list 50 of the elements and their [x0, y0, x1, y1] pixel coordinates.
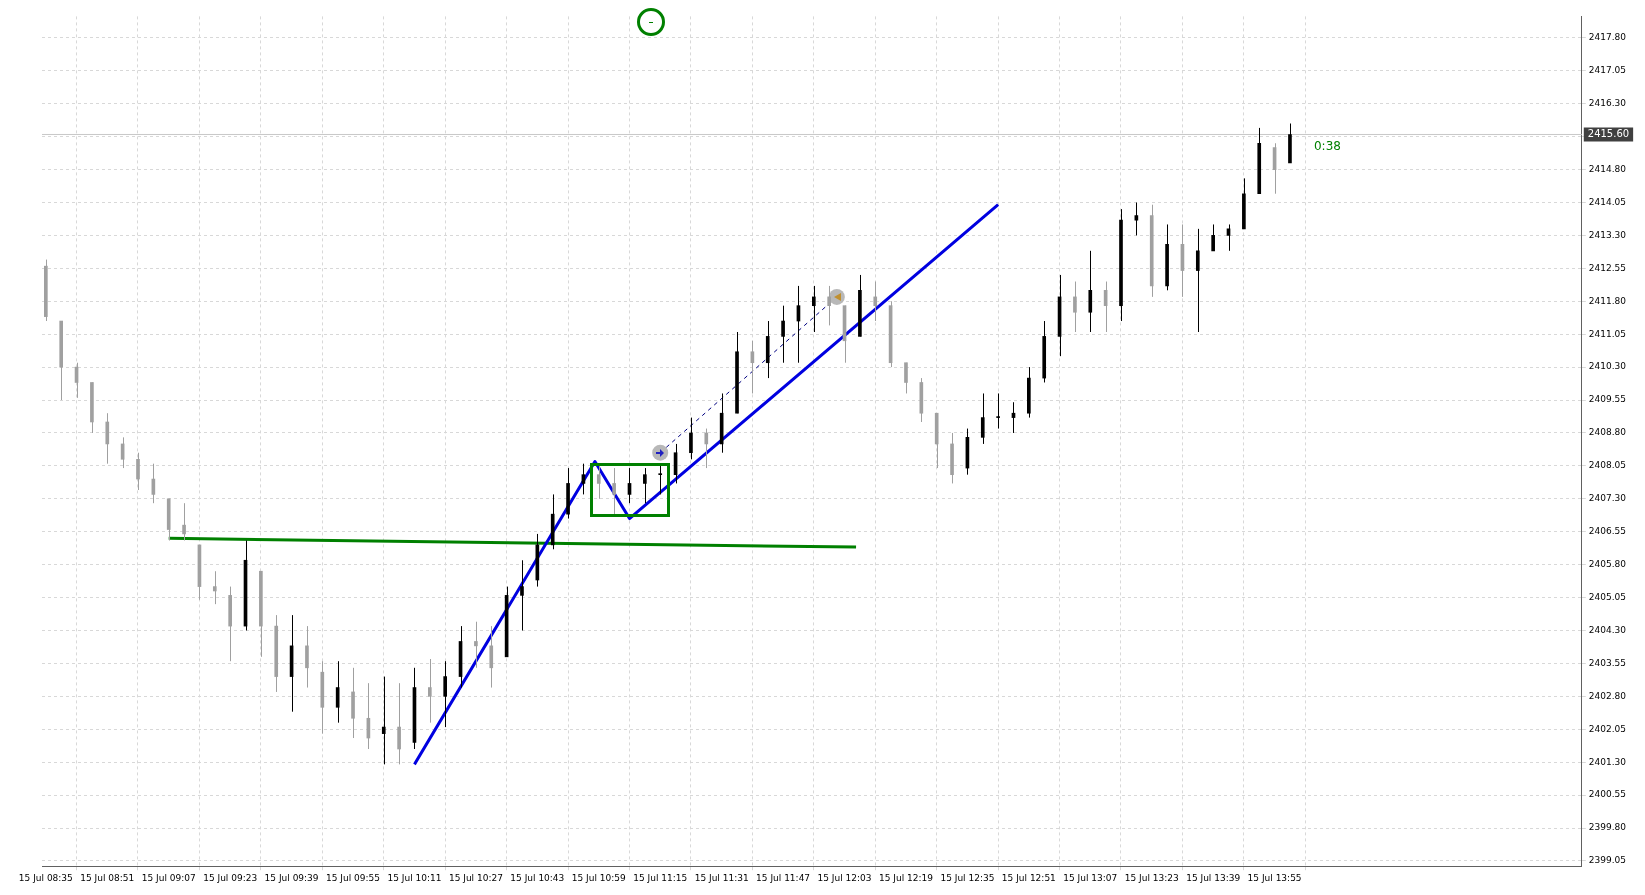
ref-line-label: 2415.60	[1587, 128, 1630, 140]
candlestick	[996, 392, 1000, 430]
x-tick-label: 15 Jul 11:31	[694, 872, 749, 883]
x-tick-label: 15 Jul 12:51	[1001, 872, 1056, 883]
x-tick-label: 15 Jul 09:55	[326, 872, 381, 883]
x-tick-label: 15 Jul 13:23	[1124, 872, 1179, 883]
y-tick-label: 2408.80	[1588, 427, 1627, 438]
y-tick-label: 2406.55	[1588, 526, 1626, 537]
y-tick-label: 2411.80	[1588, 295, 1627, 306]
y-tick-label: 2402.80	[1588, 690, 1627, 701]
y-tick-label: 2399.80	[1588, 822, 1627, 833]
x-tick-label: 15 Jul 12:19	[878, 872, 934, 883]
annotation: 0:38	[1313, 138, 1341, 153]
y-tick-label: 2411.05	[1588, 328, 1626, 339]
y-tick-label: 2410.30	[1588, 361, 1627, 372]
y-tick-label: 2401.30	[1588, 756, 1627, 767]
x-tick-label: 15 Jul 10:59	[571, 872, 627, 883]
y-tick-label: 2402.05	[1588, 723, 1626, 734]
y-tick-label: 2407.30	[1588, 493, 1627, 504]
y-tick-label: 2417.05	[1588, 65, 1626, 76]
y-tick-label: 2399.05	[1588, 855, 1626, 866]
y-tick-label: 2409.55	[1588, 394, 1626, 405]
y-tick-label: 2412.55	[1588, 262, 1626, 273]
x-tick-label: 15 Jul 09:39	[264, 872, 319, 883]
x-tick-label: 15 Jul 13:39	[1186, 872, 1241, 883]
x-tick-label: 15 Jul 12:03	[817, 872, 872, 883]
y-tick-label: 2400.55	[1588, 789, 1626, 800]
y-tick-label: 2405.05	[1588, 591, 1626, 602]
y-tick-label: 2417.80	[1588, 32, 1627, 43]
y-tick-label: 2403.55	[1588, 657, 1626, 668]
x-tick-label: 15 Jul 13:55	[1247, 872, 1302, 883]
x-tick-label: 15 Jul 10:27	[448, 872, 503, 883]
x-tick-label: 15 Jul 08:51	[80, 872, 135, 883]
y-tick-label: 2405.80	[1588, 558, 1627, 569]
x-tick-label: 15 Jul 13:07	[1063, 872, 1118, 883]
candlestick	[658, 463, 663, 495]
x-tick-label: 15 Jul 08:35	[18, 872, 73, 883]
x-tick-label: 15 Jul 10:11	[387, 872, 442, 883]
x-tick-label: 15 Jul 11:15	[633, 872, 688, 883]
x-tick-label: 15 Jul 10:43	[510, 872, 565, 883]
x-tick-label: 15 Jul 09:23	[203, 872, 258, 883]
x-tick-label: 15 Jul 09:07	[141, 872, 196, 883]
y-tick-label: 2416.30	[1588, 98, 1627, 109]
x-tick-label: 15 Jul 12:35	[940, 872, 995, 883]
y-tick-label: 2404.30	[1588, 624, 1627, 635]
y-tick-label: 2414.80	[1588, 163, 1627, 174]
y-tick-label: 2414.05	[1588, 196, 1626, 207]
y-tick-label: 2413.30	[1588, 229, 1627, 240]
x-tick-label: 15 Jul 11:47	[756, 872, 811, 883]
y-tick-label: 2408.05	[1588, 460, 1626, 471]
